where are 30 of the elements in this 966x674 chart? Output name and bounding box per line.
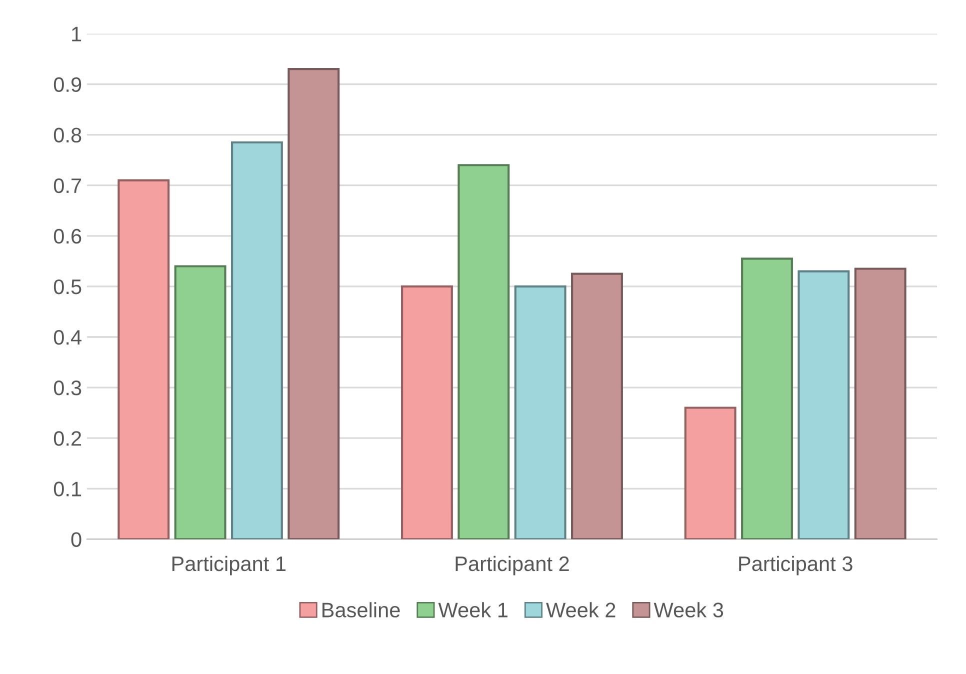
x-tick-label: Participant 3 [739,556,852,576]
y-tick-label: 0 [71,532,82,547]
bar [741,258,793,540]
bar [458,164,510,540]
bar [174,265,226,540]
x-tick-label: Participant 2 [456,556,569,576]
y-tick-label: 1 [72,26,82,42]
bar [230,141,283,540]
bar [684,406,736,540]
legend-label: Week 3 [654,602,724,618]
y-tick-label: 0.6 [54,228,82,244]
y-tick-label: 0.2 [54,431,82,446]
legend-label: Baseline [322,602,400,618]
y-tick-label: 0.5 [54,279,82,294]
y-tick-label: 0.3 [54,380,82,396]
legend-label: Week 2 [546,602,616,618]
legend-label: Week 1 [438,602,508,618]
bar [854,268,906,540]
y-tick-label: 0.4 [54,330,82,345]
y-tick-label: 0.9 [54,77,82,92]
bar [118,179,170,540]
bar [571,272,623,540]
bar [798,270,850,540]
x-tick-label: Participant 1 [172,556,286,576]
y-tick-label: 0.8 [54,128,82,143]
bar [288,68,340,540]
bar [514,285,566,540]
bar [400,285,453,540]
y-tick-label: 0.1 [54,482,82,496]
y-tick-label: 0.7 [54,178,82,194]
